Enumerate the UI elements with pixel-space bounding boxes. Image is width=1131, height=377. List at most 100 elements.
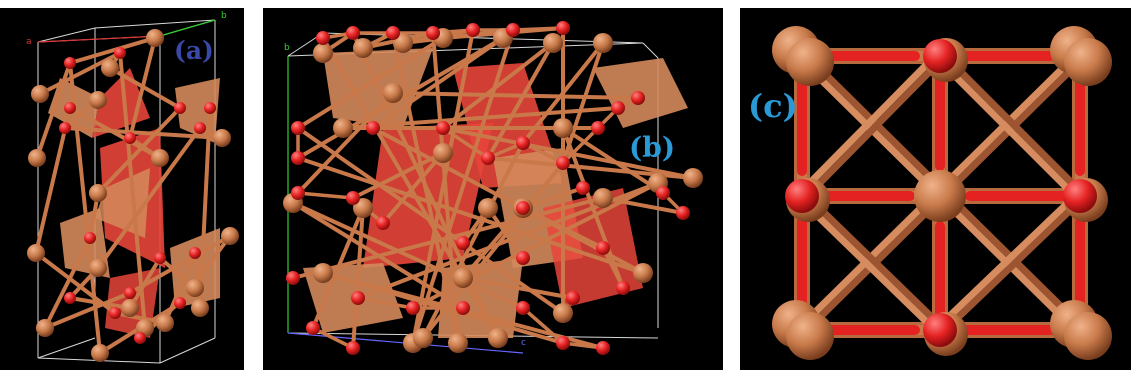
- bond: [68, 296, 132, 310]
- copper-atom: [543, 33, 563, 53]
- oxygen-atom: [84, 232, 96, 244]
- oxygen-atom: [64, 57, 76, 69]
- bond: [43, 236, 92, 330]
- copper-atom: [453, 268, 473, 288]
- copper-atom: [914, 170, 966, 222]
- oxygen-atom: [923, 39, 957, 73]
- bond: [803, 52, 949, 200]
- copper-atom: [413, 328, 433, 348]
- copper-atom: [488, 328, 508, 348]
- bond: [411, 28, 515, 345]
- bond: [321, 36, 500, 340]
- oxygen-atom: [676, 206, 690, 220]
- oxygen-atom: [114, 47, 126, 59]
- bond: [601, 246, 625, 290]
- oxygen-atom: [426, 26, 440, 40]
- structure-panel-b: b c (b): [263, 8, 723, 370]
- copper-atom: [333, 118, 353, 138]
- oxygen-atom: [516, 136, 530, 150]
- bond: [411, 28, 475, 345]
- bond: [441, 126, 490, 160]
- structure-panel-a: a b (a): [0, 8, 244, 370]
- bond: [381, 151, 445, 225]
- bond: [296, 156, 645, 275]
- oxygen-atom: [923, 313, 957, 347]
- bond: [68, 61, 102, 355]
- unit-cell-edge: [37, 35, 161, 43]
- oxygen-atom: [481, 151, 495, 165]
- copper-atom: [1064, 312, 1112, 360]
- unit-cell-edge: [159, 19, 216, 37]
- unit-cell-edge: [37, 337, 96, 359]
- unit-cell-edge: [642, 42, 659, 59]
- copper-atom: [786, 312, 834, 360]
- copper-atom: [121, 299, 139, 317]
- bond: [118, 51, 147, 330]
- copper-atom: [353, 38, 373, 58]
- oxygen-atom: [316, 31, 330, 45]
- bond: [421, 141, 525, 340]
- bond: [68, 36, 157, 65]
- oxygen-atom: [591, 121, 605, 135]
- panel-label-b: (b): [629, 131, 676, 164]
- bond: [351, 151, 445, 200]
- copper-atom: [89, 184, 107, 202]
- oxygen-atom: [109, 307, 121, 319]
- bond: [296, 36, 445, 130]
- bond: [296, 126, 565, 315]
- bond: [521, 306, 565, 345]
- bond: [511, 26, 565, 32]
- oxygen-atom: [506, 23, 520, 37]
- copper-atom: [28, 149, 46, 167]
- bond: [311, 326, 355, 350]
- bond: [521, 141, 565, 165]
- bond: [441, 41, 555, 130]
- bond: [931, 192, 1079, 334]
- bond: [356, 296, 415, 310]
- copper-atom: [313, 263, 333, 283]
- oxygen-atom: [456, 301, 470, 315]
- oxygen-atom: [59, 122, 71, 134]
- bond: [291, 201, 465, 310]
- oxygen-atom: [286, 271, 300, 285]
- oxygen-atom: [456, 236, 470, 250]
- oxygen-atom: [611, 101, 625, 115]
- axis-label-b: b: [221, 11, 227, 21]
- copper-atom: [353, 198, 373, 218]
- structure-c-drawing: [772, 26, 1112, 360]
- bond: [561, 126, 600, 165]
- copper-atom: [91, 344, 109, 362]
- oxygen-atom: [64, 292, 76, 304]
- oxygen-atom: [516, 301, 530, 315]
- oxygen-atom: [516, 201, 530, 215]
- copper-atom: [221, 227, 239, 245]
- bond: [296, 91, 395, 195]
- oxygen-atom: [306, 321, 320, 335]
- oxygen-atom: [204, 102, 216, 114]
- oxygen-atom: [124, 132, 136, 144]
- oxygen-atom: [376, 216, 390, 230]
- copper-atom: [393, 33, 413, 53]
- oxygen-atom: [174, 297, 186, 309]
- axis-label-c: c: [521, 338, 526, 348]
- copper-atom: [186, 279, 204, 297]
- bond: [96, 126, 202, 270]
- oxygen-atom: [556, 21, 570, 35]
- bond: [291, 201, 525, 310]
- bond: [803, 192, 949, 334]
- panel-label-a: (a): [174, 36, 214, 65]
- copper-atom: [786, 38, 834, 86]
- oxygen-atom: [566, 291, 580, 305]
- oxygen-atom: [556, 336, 570, 350]
- structure-panel-c: (c): [740, 8, 1131, 370]
- copper-atom: [213, 129, 231, 147]
- copper-atom: [683, 168, 703, 188]
- oxygen-atom: [174, 102, 186, 114]
- bond: [461, 276, 575, 300]
- copper-atom: [36, 319, 54, 337]
- oxygen-atom: [631, 91, 645, 105]
- oxygen-atom: [436, 121, 450, 135]
- oxygen-atom: [154, 252, 166, 264]
- oxygen-atom: [346, 191, 360, 205]
- oxygen-atom: [366, 121, 380, 135]
